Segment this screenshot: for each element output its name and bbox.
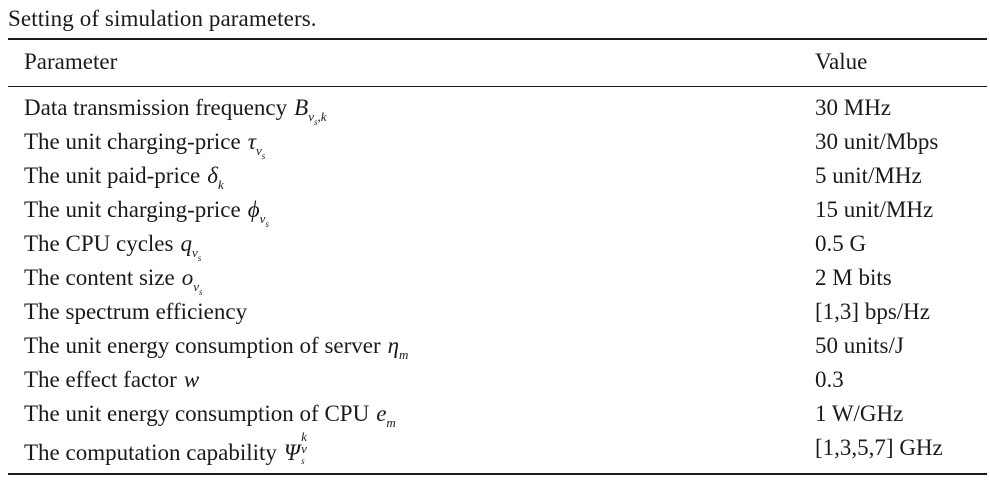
- table-row: Data transmission frequency Bvs,k 30 MHz: [0, 91, 990, 127]
- value-cell: 30 unit/Mbps: [815, 129, 939, 154]
- value-cell: 5 unit/MHz: [815, 163, 922, 188]
- table-row: The spectrum efficiency [1,3] bps/Hz: [0, 295, 990, 329]
- parameter-symbol: Bvs,k: [294, 95, 327, 127]
- table-row: The content size ovs 2 M bits: [0, 261, 990, 297]
- parameter-cell: The content size ovs: [24, 261, 203, 297]
- value-cell: 15 unit/MHz: [815, 197, 934, 222]
- parameter-cell: Data transmission frequency Bvs,k: [24, 91, 327, 127]
- parameter-label: The unit energy consumption of server: [24, 333, 381, 358]
- value-cell: [1,3,5,7] GHz: [815, 435, 943, 460]
- parameter-symbol: ϕvs: [247, 197, 269, 229]
- parameter-label: The spectrum efficiency: [24, 299, 248, 324]
- table-row: The effect factor w 0.3: [0, 363, 990, 397]
- table-row: The unit charging-price ϕvs 15 unit/MHz: [0, 193, 990, 229]
- parameter-label: The CPU cycles: [24, 231, 174, 256]
- table-row: The CPU cycles qvs 0.5 G: [0, 227, 990, 263]
- value-cell: 2 M bits: [815, 265, 892, 290]
- value-cell: 30 MHz: [815, 95, 892, 120]
- parameter-cell: The CPU cycles qvs: [24, 227, 202, 263]
- parameter-symbol: em: [376, 401, 396, 430]
- value-cell: 0.5 G: [815, 231, 867, 256]
- table-caption: Setting of simulation parameters.: [8, 6, 317, 31]
- table-bottom-rule: [8, 473, 987, 475]
- table-body: Data transmission frequency Bvs,k 30 MHz …: [0, 91, 990, 466]
- parameter-label: Data transmission frequency: [24, 95, 288, 120]
- parameter-label: The unit energy consumption of CPU: [24, 401, 370, 426]
- parameter-cell: The unit energy consumption of CPU em: [24, 397, 396, 431]
- parameter-cell: The spectrum efficiency: [24, 295, 247, 329]
- table-header-row: Parameter Value: [0, 44, 990, 80]
- parameter-cell: The unit charging-price τvs: [24, 125, 266, 161]
- value-cell: 0.3: [815, 367, 844, 392]
- parameter-cell: The unit energy consumption of server ηm: [24, 329, 408, 363]
- parameter-symbol: qvs: [180, 231, 202, 263]
- value-cell: 50 units/J: [815, 333, 904, 358]
- parameter-label: The effect factor: [24, 367, 177, 392]
- header-parameter: Parameter: [24, 49, 118, 74]
- parameter-cell: The effect factor w: [24, 363, 199, 397]
- parameter-label: The unit charging-price: [24, 129, 241, 154]
- table-row: The unit energy consumption of CPU em 1 W…: [0, 397, 990, 431]
- table-row: The unit charging-price τvs 30 unit/Mbps: [0, 125, 990, 161]
- table-top-rule: [8, 38, 987, 40]
- parameter-symbol: w: [183, 367, 200, 392]
- parameter-label: The unit paid-price: [24, 163, 201, 188]
- table-row: The unit paid-price δk 5 unit/MHz: [0, 159, 990, 193]
- header-value: Value: [815, 49, 868, 74]
- table-header-rule: [8, 86, 987, 87]
- value-cell: [1,3] bps/Hz: [815, 299, 930, 324]
- parameter-label: The unit charging-price: [24, 197, 241, 222]
- parameter-cell: The unit paid-price δk: [24, 159, 224, 193]
- parameter-symbol: δk: [207, 163, 224, 192]
- parameter-label: The computation capability: [24, 440, 277, 465]
- parameter-symbol: ovs: [181, 265, 203, 297]
- parameter-symbol: τvs: [247, 129, 266, 161]
- table-row: The unit energy consumption of server ηm …: [0, 329, 990, 363]
- value-cell: 1 W/GHz: [815, 401, 904, 426]
- parameter-cell: The unit charging-price ϕvs: [24, 193, 269, 229]
- parameter-label: The content size: [24, 265, 175, 290]
- parameter-symbol: ηm: [387, 333, 409, 362]
